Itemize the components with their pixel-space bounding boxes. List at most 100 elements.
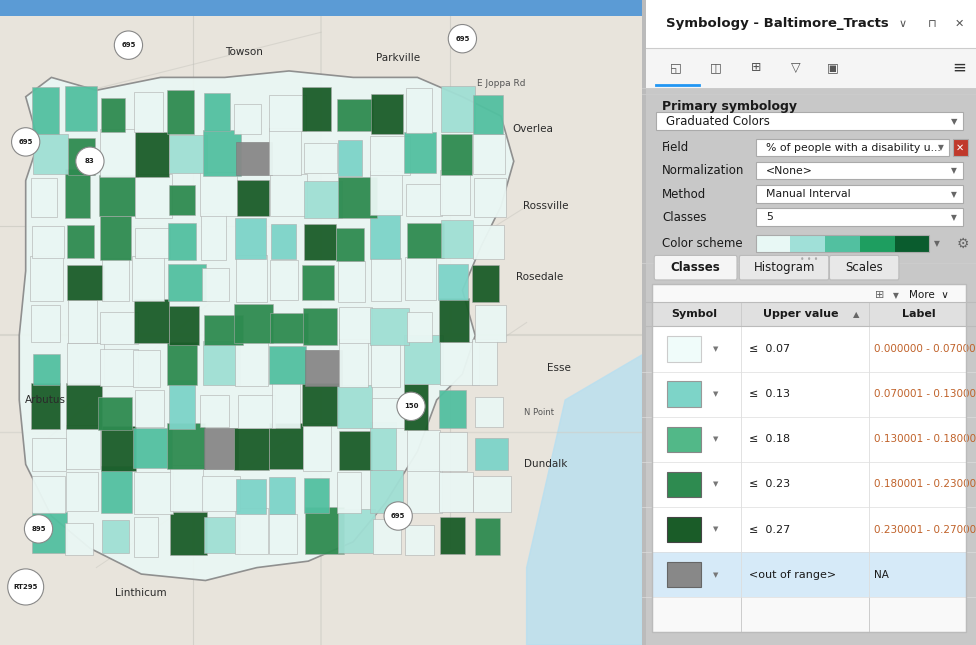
Bar bbox=[167, 422, 205, 470]
Bar bbox=[168, 264, 206, 301]
Bar bbox=[337, 386, 372, 428]
Text: ◫: ◫ bbox=[710, 61, 721, 74]
Bar bbox=[407, 469, 442, 513]
Circle shape bbox=[114, 31, 142, 59]
Text: ▲: ▲ bbox=[853, 310, 859, 319]
Bar bbox=[203, 130, 241, 176]
Text: ▼: ▼ bbox=[951, 117, 957, 126]
Text: Linthicum: Linthicum bbox=[115, 588, 167, 599]
Bar bbox=[65, 384, 102, 429]
Bar bbox=[67, 342, 103, 385]
Text: ▽: ▽ bbox=[791, 61, 800, 74]
Circle shape bbox=[397, 392, 426, 421]
Bar bbox=[439, 342, 478, 385]
Text: ▼: ▼ bbox=[952, 190, 957, 199]
Bar bbox=[31, 382, 60, 429]
FancyBboxPatch shape bbox=[740, 255, 829, 280]
Text: ∨: ∨ bbox=[899, 19, 907, 29]
Bar bbox=[405, 526, 433, 555]
Bar bbox=[441, 86, 475, 132]
Bar bbox=[235, 217, 266, 259]
Bar bbox=[652, 284, 966, 632]
Bar bbox=[271, 383, 301, 428]
Bar bbox=[475, 397, 503, 426]
Text: ≡: ≡ bbox=[953, 59, 966, 77]
Bar bbox=[236, 142, 271, 175]
Bar bbox=[646, 48, 976, 88]
Text: ▼: ▼ bbox=[712, 571, 718, 578]
Bar bbox=[440, 517, 466, 553]
Text: Primary symbology: Primary symbology bbox=[663, 100, 797, 113]
Bar bbox=[168, 223, 196, 260]
Bar bbox=[438, 433, 467, 471]
Bar bbox=[269, 346, 306, 384]
Bar bbox=[371, 136, 410, 175]
Text: ▼: ▼ bbox=[893, 291, 899, 300]
Bar bbox=[237, 180, 269, 216]
Bar bbox=[234, 428, 269, 470]
Bar bbox=[407, 223, 444, 258]
Bar bbox=[134, 299, 169, 343]
Text: ≤  0.13: ≤ 0.13 bbox=[749, 389, 790, 399]
Text: Towson: Towson bbox=[225, 46, 263, 57]
Text: RT295: RT295 bbox=[14, 584, 38, 590]
Text: ▼: ▼ bbox=[934, 239, 940, 248]
Bar bbox=[67, 265, 104, 300]
Bar bbox=[338, 509, 375, 553]
Bar bbox=[439, 390, 466, 428]
Text: ▼: ▼ bbox=[712, 526, 718, 533]
Bar bbox=[99, 397, 132, 430]
Bar bbox=[304, 422, 331, 471]
Bar bbox=[269, 174, 307, 216]
Bar bbox=[370, 422, 396, 470]
Bar bbox=[202, 475, 240, 511]
Bar bbox=[656, 112, 962, 130]
Text: ▼: ▼ bbox=[712, 346, 718, 352]
Text: E Joppa Rd: E Joppa Rd bbox=[476, 79, 525, 88]
Text: 695: 695 bbox=[19, 139, 33, 145]
Bar bbox=[200, 395, 229, 427]
Bar bbox=[204, 94, 229, 131]
Bar bbox=[406, 88, 432, 134]
Bar bbox=[472, 134, 505, 174]
Bar bbox=[237, 395, 274, 428]
Bar bbox=[0, 0, 642, 16]
Text: Classes: Classes bbox=[663, 211, 707, 224]
Bar bbox=[302, 383, 339, 426]
Bar bbox=[32, 226, 63, 259]
Bar bbox=[340, 339, 368, 388]
Bar bbox=[30, 305, 61, 342]
Bar bbox=[473, 178, 506, 217]
Bar bbox=[99, 175, 135, 216]
Bar bbox=[65, 170, 90, 219]
Bar bbox=[31, 178, 58, 217]
Bar bbox=[441, 219, 472, 259]
Bar bbox=[338, 141, 362, 176]
Text: ◱: ◱ bbox=[670, 61, 681, 74]
Bar bbox=[755, 139, 950, 156]
Bar bbox=[204, 315, 243, 346]
Bar bbox=[169, 184, 195, 215]
Bar bbox=[475, 438, 508, 470]
Bar bbox=[169, 306, 198, 344]
Bar bbox=[101, 466, 132, 513]
Bar bbox=[133, 256, 164, 301]
Bar bbox=[338, 261, 365, 302]
Bar bbox=[134, 92, 163, 132]
Text: ≤  0.18: ≤ 0.18 bbox=[749, 434, 791, 444]
Bar bbox=[304, 181, 342, 218]
Bar bbox=[438, 264, 468, 300]
Text: ⊞: ⊞ bbox=[751, 61, 761, 74]
Bar bbox=[31, 511, 67, 553]
Bar bbox=[234, 104, 261, 134]
Circle shape bbox=[8, 569, 44, 605]
Text: 83: 83 bbox=[85, 158, 95, 164]
Bar bbox=[201, 213, 226, 260]
Bar bbox=[474, 518, 500, 555]
Bar bbox=[474, 304, 506, 342]
Bar bbox=[652, 284, 966, 632]
Bar bbox=[169, 135, 207, 173]
Bar bbox=[234, 304, 273, 343]
Bar bbox=[646, 0, 976, 48]
Bar bbox=[269, 423, 303, 470]
